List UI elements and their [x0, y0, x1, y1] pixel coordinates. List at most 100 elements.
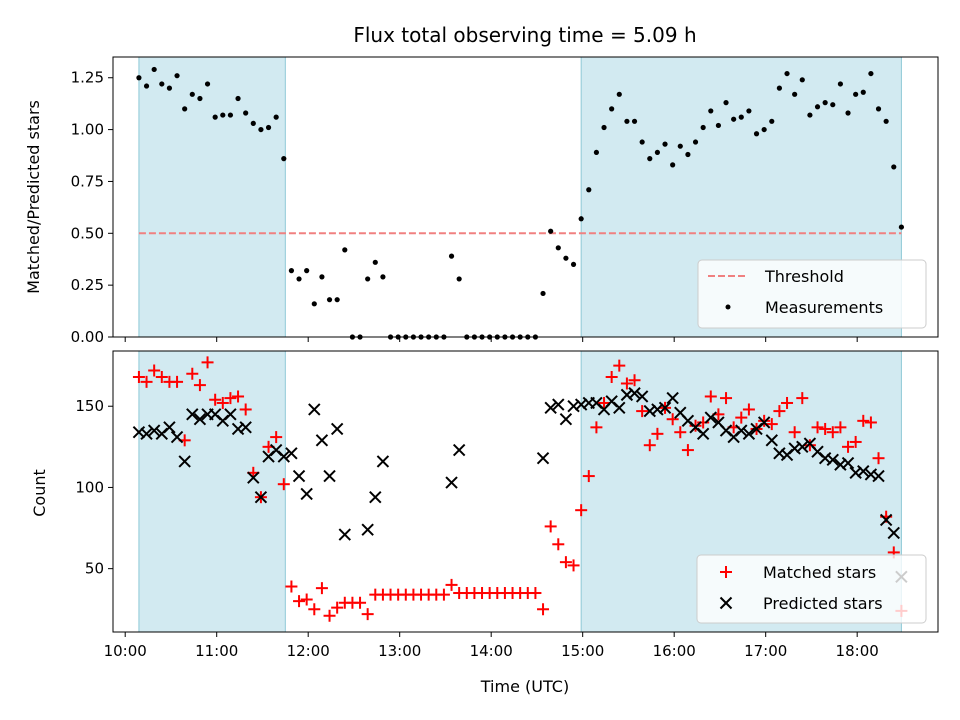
- chart-title: Flux total observing time = 5.09 h: [353, 23, 696, 47]
- measurement-point: [311, 301, 317, 307]
- measurement-point: [548, 228, 554, 234]
- matched-star-point: [590, 421, 603, 434]
- measurement-point: [670, 162, 676, 168]
- measurement-point: [143, 83, 150, 89]
- bottom-y-ticks: 50 100 150: [75, 397, 113, 578]
- measurement-point: [570, 261, 577, 268]
- predicted-star-point: [178, 455, 191, 468]
- predicted-star-point: [315, 434, 329, 447]
- top-legend: Threshold Measurements: [697, 259, 927, 329]
- measurement-point: [380, 274, 386, 280]
- measurement-point: [182, 106, 188, 112]
- measurement-point: [593, 149, 600, 156]
- matched-star-point: [819, 422, 832, 435]
- matched-star-point: [445, 578, 458, 591]
- matched-star-point: [735, 411, 748, 424]
- bottom-x-ticks: 10:00 11:00 12:00 13:00 14:00 15:00 16:00 17:00…: [104, 632, 879, 660]
- measurement-point: [456, 276, 462, 282]
- matched-star-point: [354, 596, 367, 609]
- predicted-star-point: [879, 513, 893, 527]
- matched-star-point: [613, 359, 626, 372]
- matched-star-point: [720, 392, 733, 405]
- predicted-star-point: [163, 421, 176, 434]
- bottom-legend-box: [696, 554, 927, 624]
- predicted-marker: [719, 596, 733, 610]
- predicted-star-point: [247, 471, 260, 484]
- measurement-point: [326, 297, 333, 303]
- measurement-point: [540, 290, 546, 297]
- matched-star-point: [605, 370, 618, 383]
- predicted-star-point: [140, 427, 153, 441]
- measurement-point: [898, 224, 905, 230]
- measurement-point: [250, 120, 256, 126]
- measurement-point: [631, 118, 638, 124]
- matched-star-point: [361, 608, 374, 621]
- predicted-star-point: [536, 451, 550, 465]
- measurement-point: [853, 91, 859, 97]
- matched-star-point: [857, 414, 870, 427]
- matched-star-point: [171, 375, 184, 388]
- predicted-star-point: [186, 408, 199, 421]
- matched-star-point: [643, 439, 656, 452]
- measurement-point: [837, 81, 844, 87]
- matched-star-point: [628, 374, 641, 387]
- x-tick-label: 16:00: [653, 642, 696, 660]
- predicted-star-point: [742, 427, 756, 441]
- measurement-point: [448, 253, 455, 259]
- x-tick-label: 11:00: [195, 642, 238, 660]
- measurement-point: [273, 114, 279, 120]
- matched-star-point: [796, 392, 809, 405]
- legend-measurements-label: Measurements: [765, 298, 883, 317]
- matched-star-point: [285, 580, 298, 593]
- legend-matched-swatch: [720, 566, 732, 578]
- predicted-star-point: [841, 456, 855, 470]
- y-tick-label: 0.50: [71, 224, 104, 242]
- matched-star-point: [842, 440, 855, 453]
- top-axes-frame: [112, 56, 939, 338]
- matched-star-point: [300, 593, 313, 606]
- measurement-point: [227, 112, 234, 118]
- matched-star-point: [209, 393, 222, 406]
- measurement-point: [822, 100, 828, 106]
- measurement-point: [174, 73, 180, 79]
- matched-star-point: [132, 370, 145, 383]
- predicted-star-point: [338, 528, 352, 541]
- measurement-point: [662, 141, 668, 147]
- measurement-point: [715, 122, 722, 129]
- measurement-point: [204, 81, 211, 87]
- matched-star-point: [155, 370, 168, 383]
- matched-star-point: [148, 364, 161, 377]
- matched-star-point: [781, 396, 794, 409]
- matched-star-point: [567, 559, 580, 572]
- measurement-point: [799, 77, 805, 83]
- predicted-star-point: [285, 447, 298, 460]
- predicted-star-point: [239, 421, 252, 434]
- matched-star-point: [872, 452, 885, 465]
- matched-marker: [720, 566, 732, 578]
- measurement-point: [753, 131, 760, 137]
- bottom-legend: Matched stars Predicted stars: [696, 554, 927, 624]
- shaded-interval: [138, 56, 286, 338]
- matched-star-point: [849, 435, 862, 448]
- measurement-point: [624, 118, 630, 124]
- measurement-point: [814, 104, 821, 110]
- predicted-star-point: [765, 434, 778, 447]
- predicted-star-point: [757, 416, 771, 429]
- measurement-point: [830, 102, 836, 108]
- predicted-star-point: [300, 487, 313, 501]
- measurement-point: [189, 91, 195, 97]
- measurement-point: [258, 126, 264, 133]
- measurement-point: [609, 106, 615, 112]
- predicted-star-point: [796, 440, 809, 454]
- measurement-point: [220, 112, 226, 118]
- measurement-point: [601, 124, 607, 131]
- x-tick-label: 10:00: [104, 642, 147, 660]
- measurement-point: [769, 118, 775, 124]
- measurement-point: [731, 116, 737, 122]
- predicted-star-point: [613, 401, 626, 415]
- measurement-point: [166, 85, 173, 91]
- measurement-point: [586, 187, 592, 193]
- measurement-point: [235, 95, 241, 102]
- predicted-star-point: [704, 411, 717, 424]
